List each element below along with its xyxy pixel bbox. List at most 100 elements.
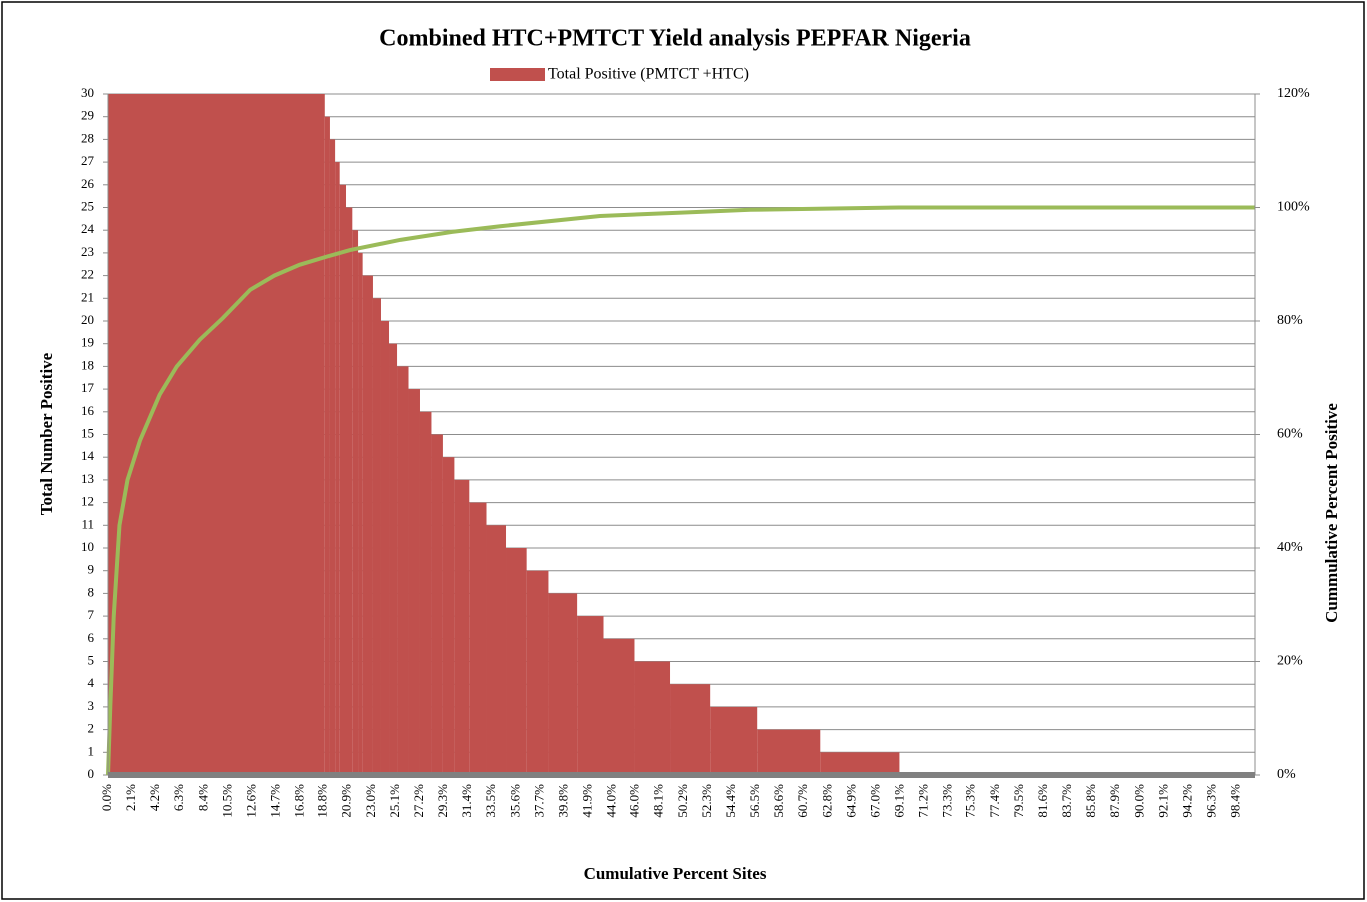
y-tick-label: 23	[81, 244, 94, 259]
y-tick-label: 6	[88, 630, 95, 645]
x-tick-label: 18.8%	[315, 784, 330, 818]
step-bar	[362, 275, 373, 775]
y2-tick-label: 0%	[1277, 767, 1296, 782]
y-tick-label: 30	[81, 85, 94, 100]
chart-title: Combined HTC+PMTCT Yield analysis PEPFAR…	[379, 26, 971, 52]
step-bar	[820, 752, 900, 775]
y-tick-label: 16	[81, 403, 95, 418]
y-axis-title: Total Number Positive	[37, 352, 56, 515]
y-tick-label: 4	[88, 675, 95, 690]
step-bar	[757, 729, 821, 775]
x-tick-label: 58.6%	[771, 784, 786, 818]
x-tick-label: 50.2%	[675, 784, 690, 818]
y-tick-label: 9	[88, 562, 95, 577]
x-tick-label: 90.0%	[1131, 784, 1146, 818]
step-bar	[329, 139, 336, 775]
y-tick-label: 12	[81, 494, 94, 509]
x-tick-label: 10.5%	[219, 784, 234, 818]
legend-label: Total Positive (PMTCT +HTC)	[548, 66, 749, 83]
step-bar	[710, 706, 758, 775]
y-tick-label: 25	[81, 198, 94, 213]
y-tick-label: 18	[81, 357, 94, 372]
x-tick-label: 92.1%	[1155, 784, 1170, 818]
x-tick-label: 14.7%	[268, 784, 283, 818]
step-bar	[526, 570, 549, 775]
y-tick-label: 11	[81, 516, 94, 531]
x-tick-label: 77.4%	[987, 784, 1002, 818]
step-bar	[469, 502, 487, 775]
x-tick-label: 25.1%	[387, 784, 402, 818]
cumulative-line	[106, 205, 1255, 776]
y-tick-label: 5	[88, 652, 95, 667]
y2-tick-label: 100%	[1277, 200, 1310, 215]
step-bar	[352, 230, 359, 775]
y-tick-label: 3	[88, 698, 95, 713]
x-tick-label: 96.3%	[1204, 784, 1219, 818]
x-tick-label: 62.8%	[819, 784, 834, 818]
y-tick-label: 28	[81, 130, 94, 145]
y-tick-label: 2	[88, 721, 95, 736]
step-bar	[454, 479, 470, 775]
step-bar	[397, 366, 409, 775]
step-bar	[389, 343, 398, 775]
y-tick-label: 0	[88, 766, 95, 781]
x-tick-label: 31.4%	[459, 784, 474, 818]
x-tick-label: 0.0%	[99, 784, 114, 811]
x-axis-title: Cumulative Percent Sites	[584, 864, 767, 883]
x-tick-label: 83.7%	[1059, 784, 1074, 818]
y-tick-label: 20	[81, 312, 94, 327]
step-bar	[419, 411, 432, 775]
step-bar	[506, 548, 527, 775]
y-tick-label: 1	[88, 743, 95, 758]
x-tick-label: 81.6%	[1035, 784, 1050, 818]
x-tick-label: 64.9%	[843, 784, 858, 818]
x-tick-label: 33.5%	[483, 784, 498, 818]
x-tick-label: 87.9%	[1107, 784, 1122, 818]
x-tick-label: 85.8%	[1083, 784, 1098, 818]
y2-tick-label: 80%	[1277, 313, 1303, 328]
y-tick-label: 26	[81, 176, 95, 191]
y-tick-label: 19	[81, 335, 94, 350]
x-tick-label: 54.4%	[723, 784, 738, 818]
x-tick-label: 37.7%	[531, 784, 546, 818]
x-tick-label: 94.2%	[1179, 784, 1194, 818]
y2-tick-label: 20%	[1277, 654, 1303, 669]
x-tick-label: 60.7%	[795, 784, 810, 818]
y-tick-label: 24	[81, 221, 95, 236]
x-tick-label: 20.9%	[339, 784, 354, 818]
step-bar	[486, 525, 507, 775]
y2-axis-title: Cummulative Percent Positive	[1322, 403, 1341, 623]
x-tick-label: 98.4%	[1228, 784, 1243, 818]
y-tick-label: 21	[81, 289, 94, 304]
y-tick-label: 22	[81, 267, 94, 282]
step-bar	[442, 457, 455, 775]
step-bar	[577, 616, 604, 775]
step-bar	[408, 389, 420, 775]
x-tick-label: 35.6%	[507, 784, 522, 818]
x-tick-label: 52.3%	[699, 784, 714, 818]
y-tick-label: 15	[81, 425, 94, 440]
x-tick-label: 6.3%	[171, 784, 186, 811]
x-tick-label: 48.1%	[651, 784, 666, 818]
legend-swatch	[490, 68, 545, 81]
x-tick-label: 69.1%	[892, 784, 907, 818]
step-bar	[634, 661, 671, 775]
y2-tick-label: 120%	[1277, 86, 1310, 101]
x-tick-label: 44.0%	[604, 784, 619, 818]
y-tick-label: 29	[81, 108, 94, 123]
x-tick-label: 23.0%	[363, 784, 378, 818]
step-bar	[339, 184, 347, 776]
y-tick-label: 10	[81, 539, 94, 554]
x-tick-label: 71.2%	[916, 784, 931, 818]
step-bar	[346, 207, 353, 775]
step-bar	[603, 638, 635, 775]
x-tick-label: 56.5%	[747, 784, 762, 818]
step-bar	[380, 321, 390, 775]
step-bar	[670, 684, 711, 775]
step-bar	[335, 162, 340, 776]
y-tick-label: 14	[81, 448, 95, 463]
step-bar	[324, 116, 330, 775]
x-tick-label: 2.1%	[123, 784, 138, 811]
y2-tick-label: 40%	[1277, 540, 1303, 555]
